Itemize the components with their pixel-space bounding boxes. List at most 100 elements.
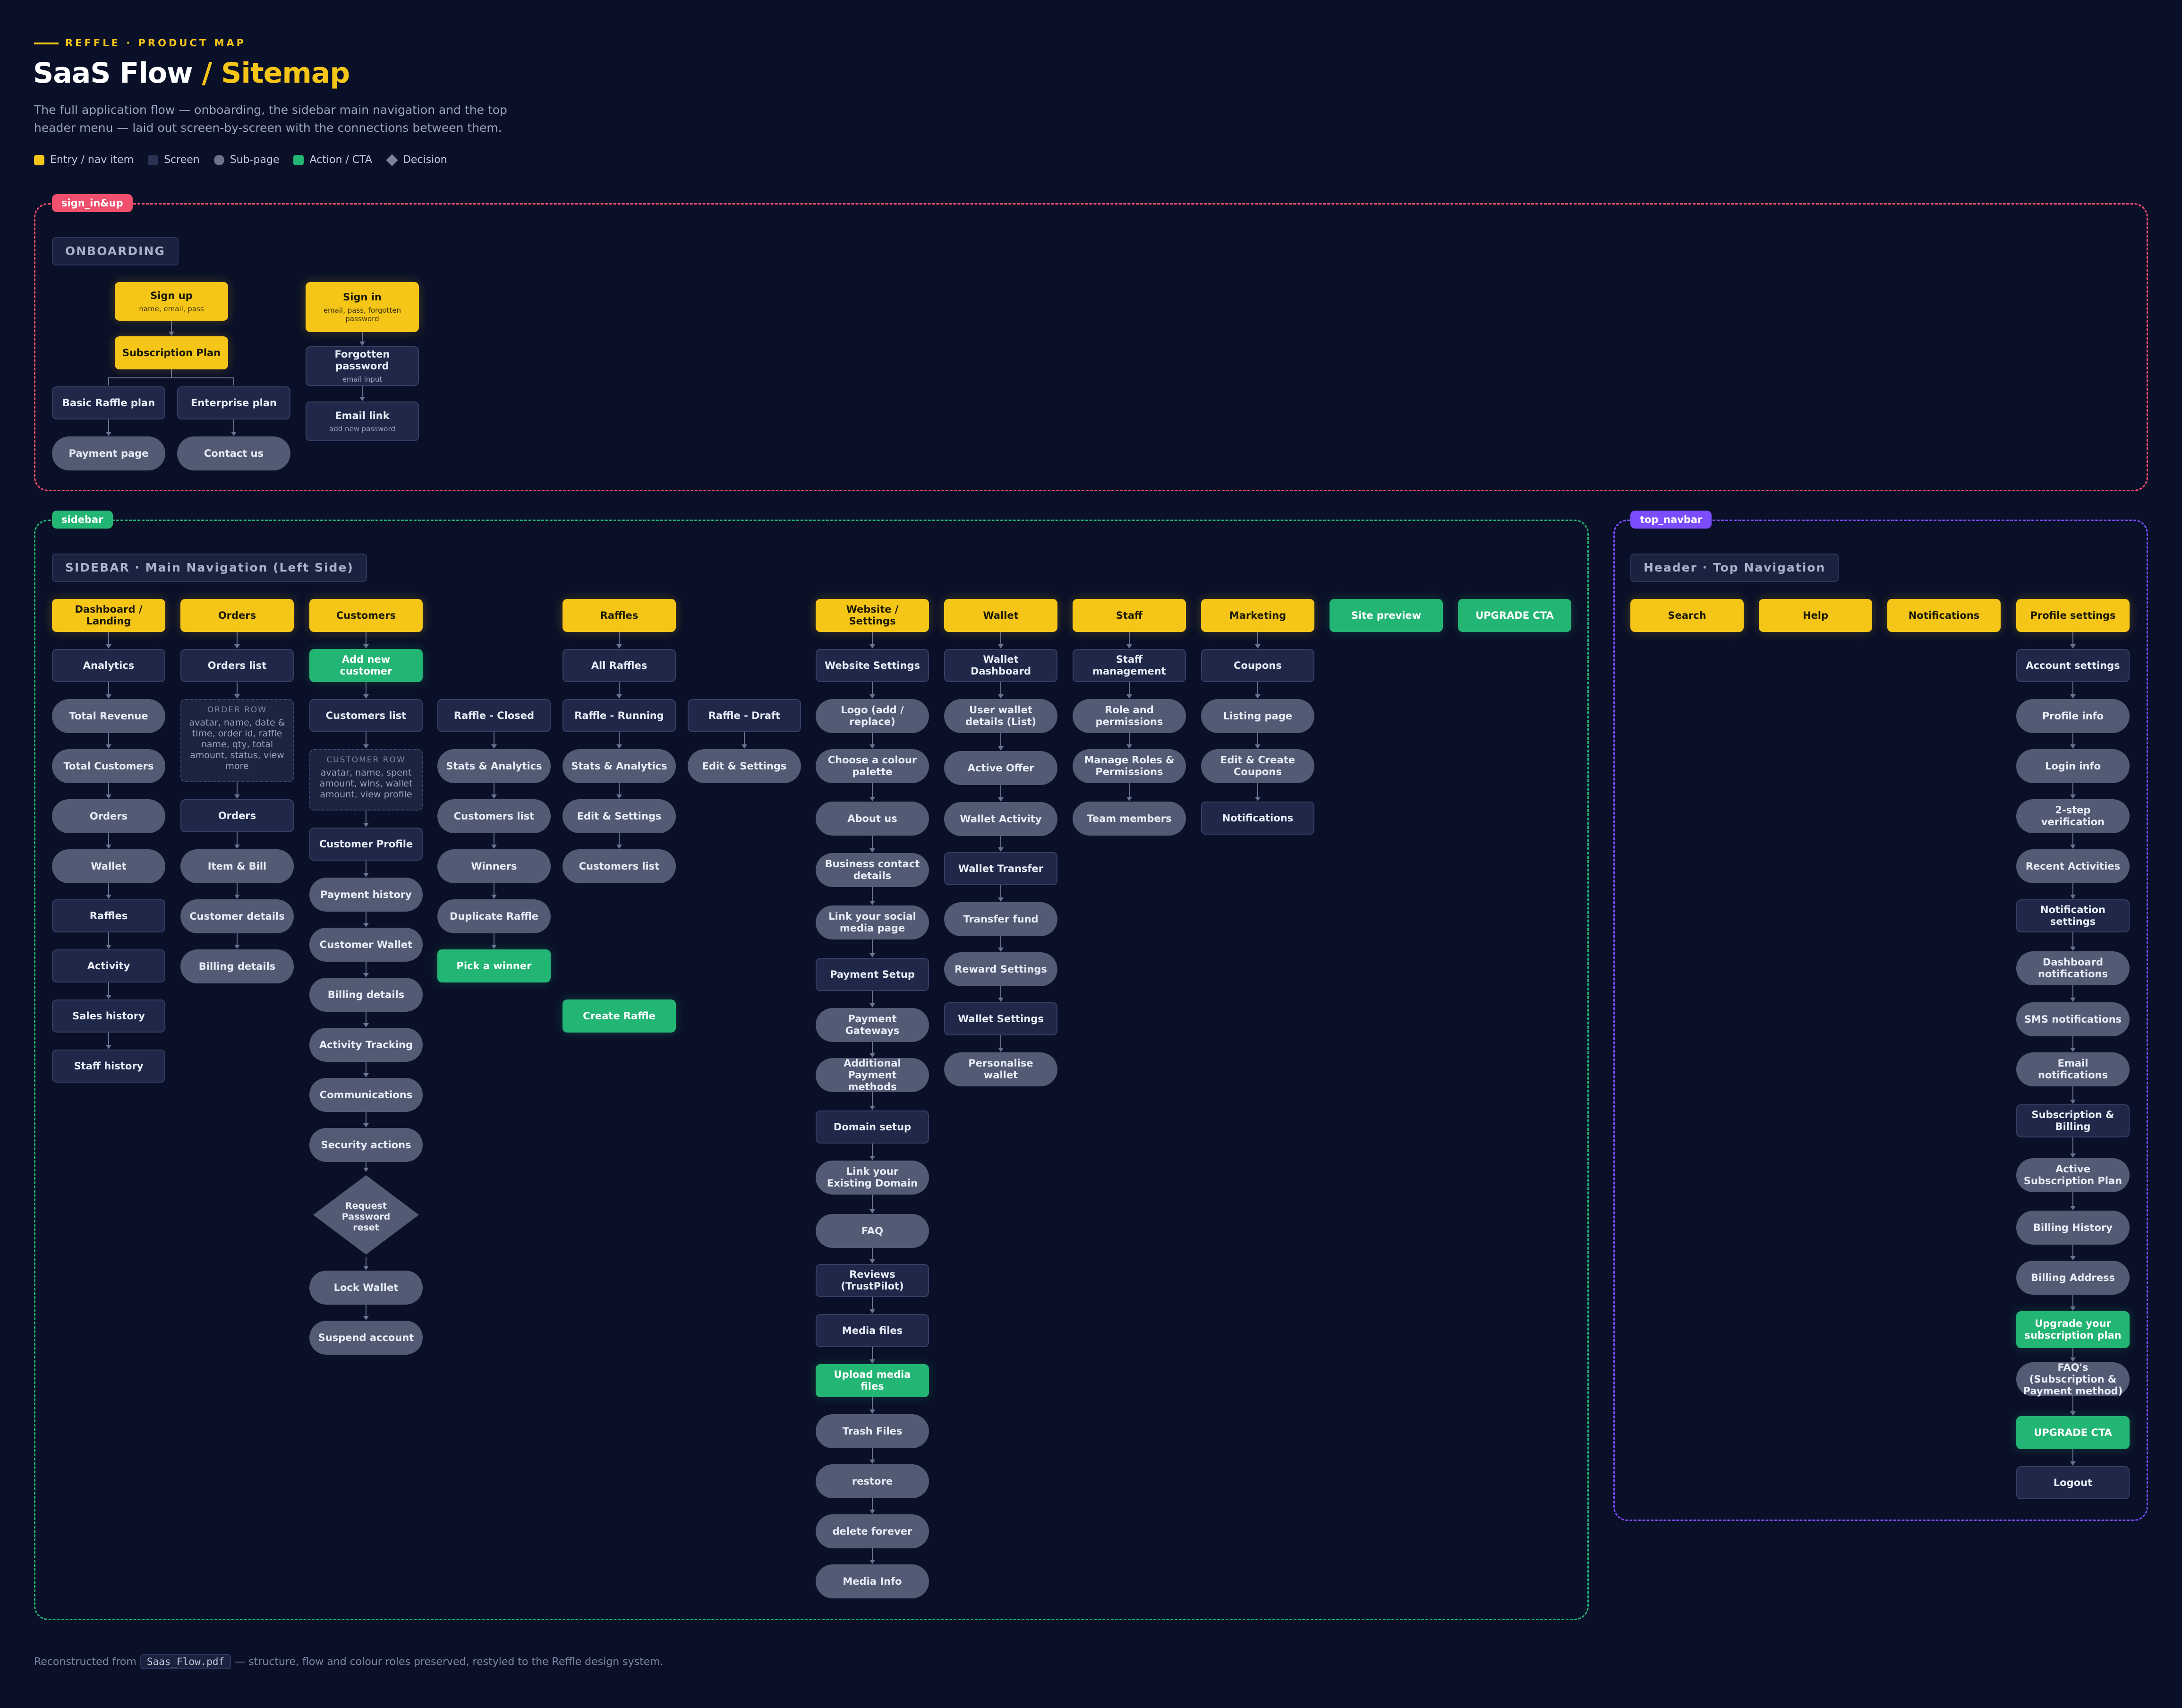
node-dashboard-activity[interactable]: Activity	[52, 949, 165, 982]
node-notifications[interactable]: Notifications	[1887, 599, 2001, 632]
node-colour-palette[interactable]: Choose a colour palette	[816, 749, 929, 783]
node-raffle-closed[interactable]: Raffle - Closed	[437, 699, 551, 732]
node-login-info[interactable]: Login info	[2016, 749, 2130, 783]
node-all-raffles[interactable]: All Raffles	[563, 649, 676, 682]
node-recent-activities[interactable]: Recent Activities	[2016, 849, 2130, 883]
node-basic-raffle-plan[interactable]: Basic Raffle plan	[52, 386, 165, 419]
node-draft-edit-settings[interactable]: Edit & Settings	[688, 749, 801, 783]
node-raffle-draft[interactable]: Raffle - Draft	[688, 699, 801, 732]
node-contact-us[interactable]: Contact us	[177, 436, 290, 470]
node-payment-page[interactable]: Payment page	[52, 436, 165, 470]
node-dashboard-orders[interactable]: Orders	[52, 799, 165, 833]
node-wallet-dashboard[interactable]: Wallet Dashboard	[944, 649, 1057, 682]
node-domain-setup[interactable]: Domain setup	[816, 1110, 929, 1144]
node-suspend-account[interactable]: Suspend account	[309, 1321, 423, 1355]
node-total-customers[interactable]: Total Customers	[52, 749, 165, 783]
node-billing-address[interactable]: Billing Address	[2016, 1261, 2130, 1295]
node-listing-page[interactable]: Listing page	[1201, 699, 1314, 733]
node-help[interactable]: Help	[1759, 599, 1872, 632]
node-winners[interactable]: Winners	[437, 849, 551, 883]
node-customer-details[interactable]: Customer details	[180, 899, 294, 933]
node-faq[interactable]: FAQ	[816, 1214, 929, 1248]
node-order-billing-details[interactable]: Billing details	[180, 949, 294, 983]
node-logo[interactable]: Logo (add / replace)	[816, 699, 929, 733]
node-running-stats-analytics[interactable]: Stats & Analytics	[563, 749, 676, 783]
node-raffle-running[interactable]: Raffle - Running	[563, 699, 676, 732]
node-request-password-reset[interactable]: Request Password reset	[309, 1172, 423, 1257]
node-transfer-fund[interactable]: Transfer fund	[944, 902, 1057, 936]
node-subscription-billing[interactable]: Subscription & Billing	[2016, 1104, 2130, 1137]
node-orders-list[interactable]: Orders list	[180, 649, 294, 682]
node-security-actions[interactable]: Security actions	[309, 1128, 423, 1162]
node-two-step-verification[interactable]: 2-step verification	[2016, 799, 2130, 833]
node-profile-upgrade-cta[interactable]: UPGRADE CTA	[2016, 1416, 2130, 1449]
node-subscription-plan[interactable]: Subscription Plan	[115, 336, 228, 369]
node-user-wallet-details[interactable]: User wallet details (List)	[944, 699, 1057, 733]
node-marketing[interactable]: Marketing	[1201, 599, 1314, 632]
node-media-info[interactable]: Media Info	[816, 1564, 929, 1598]
node-website-settings[interactable]: Website Settings	[816, 649, 929, 682]
node-role-permissions[interactable]: Role and permissions	[1073, 699, 1186, 733]
node-media-files[interactable]: Media files	[816, 1314, 929, 1347]
node-customers[interactable]: Customers	[309, 599, 423, 632]
node-payment-gateways[interactable]: Payment Gateways	[816, 1008, 929, 1042]
node-delete-forever[interactable]: delete forever	[816, 1514, 929, 1548]
node-logout[interactable]: Logout	[2016, 1466, 2130, 1499]
node-additional-payment[interactable]: Additional Payment methods	[816, 1058, 929, 1093]
node-edit-create-coupons[interactable]: Edit & Create Coupons	[1201, 749, 1314, 783]
node-wallet[interactable]: Wallet	[944, 599, 1057, 632]
node-item-bill[interactable]: Item & Bill	[180, 849, 294, 883]
node-staff-management[interactable]: Staff management	[1073, 649, 1186, 682]
node-search[interactable]: Search	[1630, 599, 1744, 632]
node-wallet-transfer[interactable]: Wallet Transfer	[944, 852, 1057, 885]
node-orders[interactable]: Orders	[180, 599, 294, 632]
node-billing-history[interactable]: Billing History	[2016, 1211, 2130, 1245]
node-sales-history[interactable]: Sales history	[52, 999, 165, 1033]
node-analytics[interactable]: Analytics	[52, 649, 165, 682]
node-customers-list[interactable]: Customers list	[309, 699, 423, 732]
node-forgotten-password[interactable]: Forgotten password email input	[306, 346, 419, 386]
node-closed-customers-list[interactable]: Customers list	[437, 799, 551, 833]
node-sign-in[interactable]: Sign in email, pass, forgotten password	[306, 282, 419, 332]
node-staff-history[interactable]: Staff history	[52, 1050, 165, 1083]
node-link-domain[interactable]: Link your Existing Domain	[816, 1161, 929, 1195]
node-raffles[interactable]: Raffles	[563, 599, 676, 632]
node-team-members[interactable]: Team members	[1073, 802, 1186, 836]
node-dashboard-notifications[interactable]: Dashboard notifications	[2016, 951, 2130, 985]
node-social-media[interactable]: Link your social media page	[816, 905, 929, 939]
node-reviews[interactable]: Reviews (TrustPilot)	[816, 1264, 929, 1297]
node-customer-profile[interactable]: Customer Profile	[309, 828, 423, 861]
node-dashboard-landing[interactable]: Dashboard / Landing	[52, 599, 165, 632]
node-marketing-notifications[interactable]: Notifications	[1201, 802, 1314, 835]
node-customer-billing-details[interactable]: Billing details	[309, 978, 423, 1012]
node-upgrade-cta[interactable]: UPGRADE CTA	[1458, 599, 1571, 632]
node-active-offer[interactable]: Active Offer	[944, 751, 1057, 785]
node-payment-history[interactable]: Payment history	[309, 878, 423, 912]
node-wallet-settings[interactable]: Wallet Settings	[944, 1002, 1057, 1035]
node-personalise-wallet[interactable]: Personalise wallet	[944, 1052, 1057, 1086]
node-add-new-customer[interactable]: Add new customer	[309, 649, 423, 682]
node-wallet-activity[interactable]: Wallet Activity	[944, 802, 1057, 836]
node-lock-wallet[interactable]: Lock Wallet	[309, 1271, 423, 1305]
node-coupons[interactable]: Coupons	[1201, 649, 1314, 682]
node-notification-settings[interactable]: Notification settings	[2016, 899, 2130, 932]
node-active-subscription[interactable]: Active Subscription Plan	[2016, 1158, 2130, 1192]
node-dashboard-raffles[interactable]: Raffles	[52, 899, 165, 932]
node-customer-wallet[interactable]: Customer Wallet	[309, 928, 423, 962]
node-upload-media[interactable]: Upload media files	[816, 1364, 929, 1397]
node-activity-tracking[interactable]: Activity Tracking	[309, 1028, 423, 1062]
node-faq-subscription[interactable]: FAQ's (Subscription & Payment method)	[2016, 1362, 2130, 1397]
node-email-notifications[interactable]: Email notifications	[2016, 1052, 2130, 1086]
node-upgrade-subscription-plan[interactable]: Upgrade your subscription plan	[2016, 1311, 2130, 1348]
node-business-contact[interactable]: Business contact details	[816, 853, 929, 887]
node-create-raffle[interactable]: Create Raffle	[563, 999, 676, 1033]
node-manage-roles[interactable]: Manage Roles & Permissions	[1073, 749, 1186, 783]
node-restore[interactable]: restore	[816, 1464, 929, 1498]
node-profile-settings[interactable]: Profile settings	[2016, 599, 2130, 632]
node-running-edit-settings[interactable]: Edit & Settings	[563, 799, 676, 833]
node-trash-files[interactable]: Trash Files	[816, 1414, 929, 1448]
node-profile-info[interactable]: Profile info	[2016, 699, 2130, 733]
node-website-settings-nav[interactable]: Website / Settings	[816, 599, 929, 632]
node-duplicate-raffle[interactable]: Duplicate Raffle	[437, 899, 551, 933]
node-reward-settings[interactable]: Reward Settings	[944, 952, 1057, 986]
